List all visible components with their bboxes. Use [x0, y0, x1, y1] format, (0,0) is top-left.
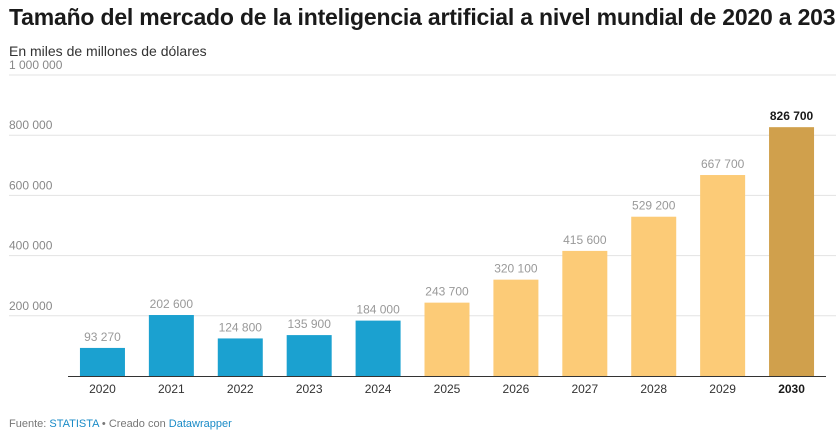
- data-label-2020: 93 270: [84, 330, 121, 344]
- x-tick-label-2028: 2028: [640, 382, 667, 396]
- data-label-2022: 124 800: [219, 320, 263, 334]
- x-tick-label-2024: 2024: [365, 382, 392, 396]
- bars: [79, 127, 815, 376]
- bar-2020: [79, 347, 125, 376]
- data-label-2028: 529 200: [632, 199, 676, 213]
- y-tick-label: 200 000: [9, 299, 53, 313]
- y-tick-label: 1 000 000: [9, 58, 63, 72]
- bar-2021: [148, 315, 194, 376]
- y-axis: 200 000 400 000 600 000 800 000 1 000 000: [9, 58, 63, 313]
- bar-2029: [700, 175, 746, 376]
- bar-2023: [286, 335, 332, 376]
- bar-2025: [424, 302, 470, 376]
- x-tick-label-2020: 2020: [89, 382, 116, 396]
- data-label-2025: 243 700: [425, 285, 469, 299]
- source-label: Fuente:: [9, 418, 50, 430]
- bar-2022: [217, 338, 263, 376]
- gridlines: [9, 74, 836, 317]
- bar-2027: [562, 250, 608, 376]
- bar-2028: [631, 216, 677, 376]
- y-tick-label: 800 000: [9, 118, 53, 132]
- bar-2026: [493, 279, 539, 376]
- x-tick-label-2021: 2021: [158, 382, 185, 396]
- x-tick-label-2030: 2030: [778, 382, 805, 396]
- x-tick-label-2029: 2029: [709, 382, 736, 396]
- x-tick-label-2026: 2026: [503, 382, 530, 396]
- x-tick-label-2025: 2025: [434, 382, 461, 396]
- data-labels: 93 270 202 600 124 800 135 900 184 000 243 70…: [84, 109, 813, 344]
- data-label-2030: 826 700: [770, 109, 814, 123]
- bar-2024: [355, 320, 401, 376]
- data-label-2027: 415 600: [563, 233, 607, 247]
- y-tick-label: 600 000: [9, 178, 53, 192]
- x-axis: 2020 2021 2022 2023 2024 2025 2026 2027 2028 2029…: [68, 376, 826, 396]
- credit-separator: • Creado con: [98, 418, 169, 430]
- x-tick-label-2023: 2023: [296, 382, 323, 396]
- x-tick-label-2022: 2022: [227, 382, 254, 396]
- source-link[interactable]: STATISTA: [49, 418, 99, 430]
- footer: Fuente: STATISTA • Creado con Datawrappe…: [9, 418, 232, 430]
- chart-subtitle: En miles de millones de dólares: [9, 43, 207, 59]
- data-label-2024: 184 000: [356, 303, 400, 317]
- x-tick-label-2027: 2027: [571, 382, 598, 396]
- data-label-2029: 667 700: [701, 157, 745, 171]
- data-label-2023: 135 900: [287, 317, 331, 331]
- chart-title: Tamaño del mercado de la inteligencia ar…: [9, 4, 836, 30]
- data-label-2026: 320 100: [494, 262, 538, 276]
- data-label-2021: 202 600: [150, 297, 194, 311]
- datawrapper-link[interactable]: Datawrapper: [168, 418, 232, 430]
- y-tick-label: 400 000: [9, 239, 53, 253]
- bar-2030: [769, 127, 815, 376]
